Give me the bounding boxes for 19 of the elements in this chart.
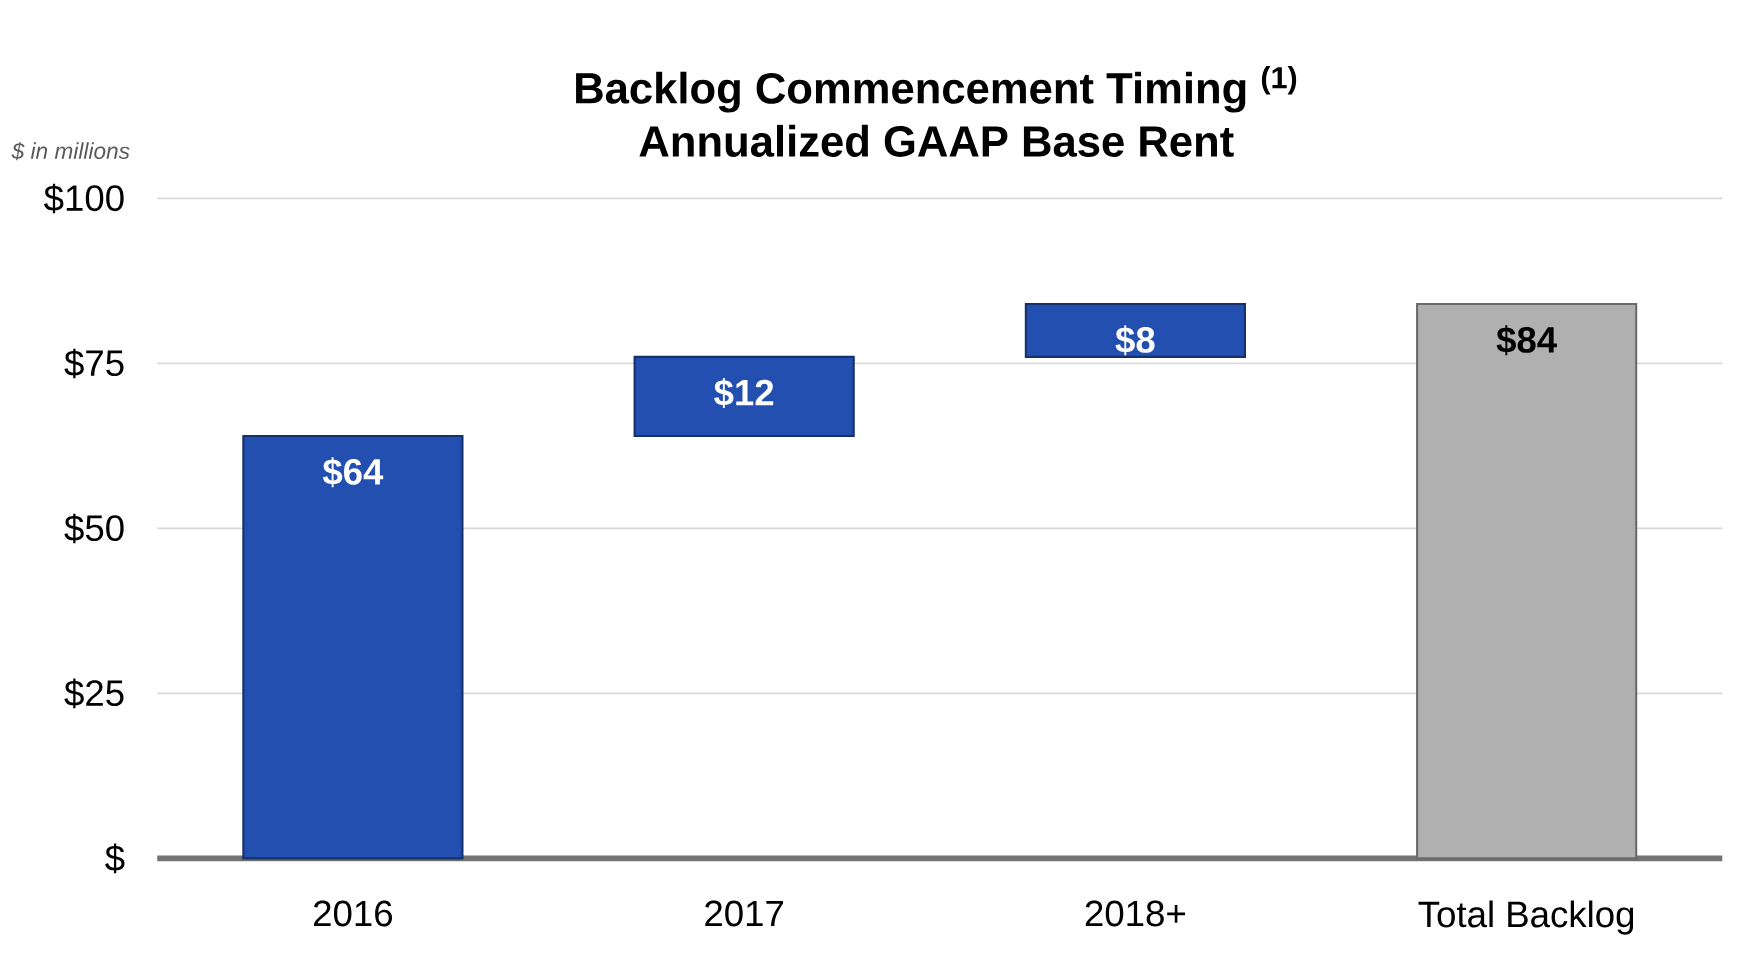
data-label: $64: [322, 457, 384, 488]
data-label: $84: [1496, 325, 1557, 356]
x-tick-label: 2018+: [1085, 900, 1185, 927]
y-tick-label: $: [105, 843, 125, 874]
bar: [633, 356, 855, 438]
x-tick-label: Total Backlog: [1418, 900, 1634, 935]
y-tick-label: $75: [64, 348, 124, 379]
x-tick-label: 2017: [705, 900, 783, 927]
data-label: $8: [1115, 325, 1155, 356]
y-tick-label: $50: [64, 513, 124, 544]
bar: [242, 435, 464, 860]
chart-subtitle: Annualized GAAP Base Rent: [639, 125, 1234, 158]
chart-title: Backlog Commencement Timing $^{(1)}$: [576, 66, 1297, 113]
bar: [1024, 303, 1246, 359]
y-axis-title: $ in millions: [11, 142, 130, 161]
y-tick-label: $25: [64, 678, 124, 709]
y-tick-label: $100: [44, 183, 124, 214]
data-label: $12: [714, 378, 774, 409]
x-tick-label: 2016: [314, 900, 393, 927]
